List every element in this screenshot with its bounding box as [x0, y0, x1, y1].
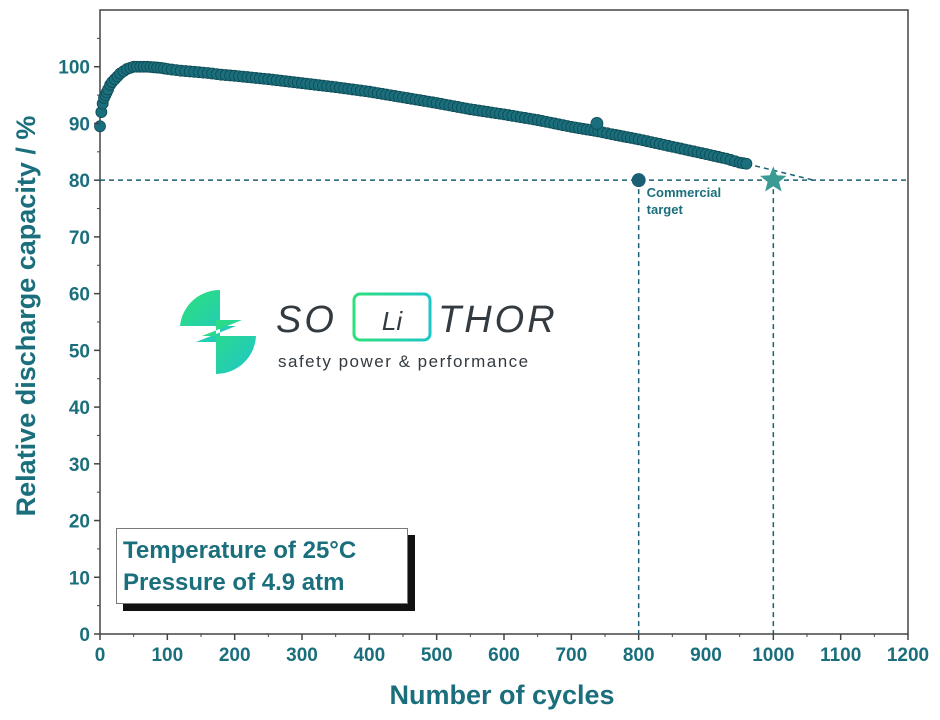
- logo-name-part1: SO: [276, 299, 337, 341]
- conditions-box: Temperature of 25°C Pressure of 4.9 atm: [116, 528, 408, 604]
- y-tick-label: 30: [69, 455, 90, 476]
- y-tick-label: 50: [69, 341, 90, 362]
- x-axis-label: Number of cycles: [389, 680, 614, 710]
- logo-li-box: [352, 292, 432, 342]
- commercial-target-marker: [631, 173, 646, 188]
- reference-lines: [100, 163, 908, 634]
- pressure-text: Pressure of 4.9 atm: [123, 569, 345, 596]
- x-tick-label: 1200: [887, 645, 929, 666]
- annotations: Commercial target: [631, 166, 787, 217]
- x-tick-label: 300: [286, 645, 318, 666]
- logo-bolt-icon: [180, 289, 256, 375]
- y-tick-label: 100: [58, 58, 90, 79]
- extrapolation-line: [746, 163, 814, 181]
- x-tick-label: 200: [219, 645, 251, 666]
- x-tick-label: 1100: [820, 645, 861, 666]
- x-tick-label: 700: [555, 645, 587, 666]
- y-tick-label: 10: [69, 568, 90, 589]
- outlier-point: [590, 117, 604, 130]
- x-tick-label: 800: [623, 645, 655, 666]
- data-points: [94, 60, 753, 170]
- y-axis-label: Relative discharge capacity / %: [11, 116, 41, 517]
- data-point: [740, 157, 753, 170]
- axes: 0 100 200 300 400 500 600 700 800 900 1000 1100 1200…: [58, 37, 929, 666]
- star-marker: [760, 166, 787, 192]
- temperature-text: Temperature of 25°C: [123, 537, 357, 564]
- x-tick-label: 600: [488, 645, 520, 666]
- y-tick-label: 60: [69, 285, 90, 306]
- x-tick-label: 500: [421, 645, 453, 666]
- y-tick-label: 0: [79, 625, 90, 646]
- y-tick-label: 70: [69, 228, 90, 249]
- logo-graphic: SO Li THOR safety power & performance: [180, 289, 558, 375]
- commercial-target-label-line2: target: [647, 202, 684, 217]
- x-tick-label: 1000: [752, 645, 794, 666]
- x-tick-label: 0: [95, 645, 106, 666]
- y-tick-label: 90: [69, 114, 90, 135]
- data-point: [94, 120, 106, 133]
- logo-name-part2: Li: [382, 306, 403, 336]
- commercial-target-label-line1: Commercial: [647, 185, 721, 200]
- y-tick-label: 20: [69, 512, 90, 533]
- x-tick-label: 900: [690, 645, 722, 666]
- x-tick-label: 400: [353, 645, 385, 666]
- x-tick-label: 100: [151, 645, 183, 666]
- logo-tagline: safety power & performance: [278, 352, 530, 371]
- y-tick-label: 40: [69, 398, 90, 419]
- logo-name-part3: THOR: [438, 299, 558, 341]
- y-tick-label: 80: [69, 171, 90, 192]
- solithor-logo: SO Li THOR safety power & performance: [176, 286, 606, 378]
